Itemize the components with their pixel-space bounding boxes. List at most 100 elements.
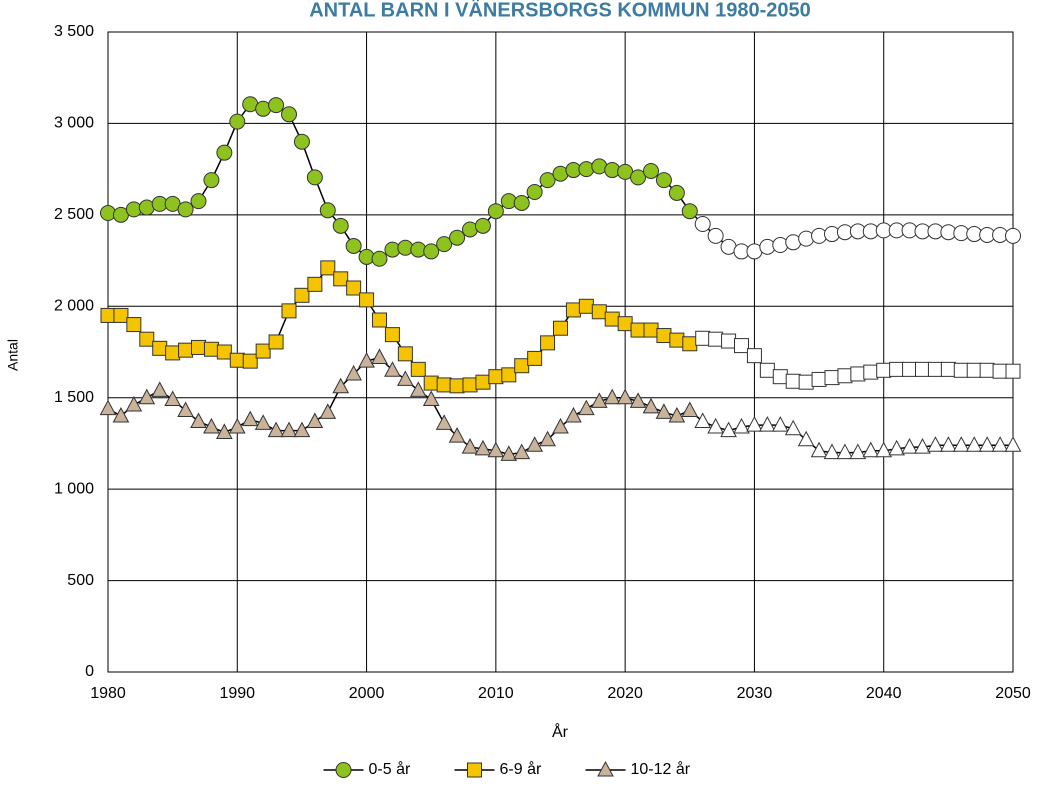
- marker: [319, 202, 336, 219]
- marker: [332, 377, 350, 394]
- x-tick-label: 2040: [866, 685, 902, 702]
- marker: [293, 421, 311, 438]
- marker: [721, 333, 737, 349]
- marker: [798, 374, 814, 390]
- marker: [540, 335, 556, 351]
- marker: [578, 298, 594, 314]
- marker: [656, 328, 672, 344]
- marker: [461, 438, 479, 454]
- marker: [294, 287, 310, 303]
- marker: [435, 414, 453, 430]
- marker: [474, 217, 491, 234]
- x-tick-label: 1990: [219, 685, 255, 702]
- marker: [151, 381, 169, 397]
- marker: [629, 392, 647, 408]
- marker: [927, 361, 943, 377]
- marker: [643, 162, 659, 179]
- marker: [682, 336, 698, 352]
- marker: [345, 237, 362, 254]
- marker: [553, 320, 568, 336]
- marker: [849, 443, 867, 460]
- x-tick-label: 2030: [737, 685, 773, 702]
- marker: [708, 331, 724, 347]
- marker: [190, 193, 207, 210]
- marker: [888, 439, 905, 456]
- y-tick-label: 3 500: [54, 23, 94, 40]
- chart-title: ANTAL BARN I VÄNERSBORGS KOMMUN 1980-205…: [309, 0, 811, 21]
- marker: [824, 370, 840, 386]
- marker: [797, 430, 815, 447]
- marker: [467, 762, 482, 778]
- marker: [113, 307, 129, 323]
- marker: [953, 362, 969, 378]
- marker: [565, 406, 582, 423]
- marker: [798, 230, 815, 247]
- marker: [99, 399, 117, 416]
- marker: [359, 292, 375, 308]
- marker: [889, 361, 905, 377]
- marker: [966, 362, 982, 378]
- marker: [346, 280, 362, 296]
- marker: [578, 161, 595, 178]
- marker: [488, 369, 504, 385]
- y-tick-label: 500: [67, 572, 94, 589]
- marker: [229, 352, 245, 368]
- marker: [268, 97, 285, 114]
- marker: [681, 401, 699, 418]
- marker: [487, 441, 505, 458]
- marker: [448, 427, 466, 443]
- marker: [228, 417, 246, 434]
- marker: [914, 438, 931, 454]
- marker: [630, 322, 646, 338]
- marker: [527, 350, 543, 366]
- marker: [978, 436, 996, 452]
- marker: [177, 201, 194, 218]
- marker: [371, 348, 388, 364]
- x-tick-label: 2000: [349, 685, 385, 702]
- marker: [785, 373, 801, 389]
- marker: [203, 172, 220, 189]
- marker: [462, 377, 478, 393]
- marker: [203, 417, 220, 434]
- marker: [539, 430, 556, 447]
- marker: [979, 362, 995, 378]
- marker: [216, 423, 233, 439]
- marker: [1004, 436, 1022, 452]
- marker: [216, 144, 233, 161]
- y-tick-label: 1 500: [54, 389, 94, 406]
- marker: [293, 133, 310, 150]
- marker: [655, 172, 672, 189]
- marker: [190, 412, 207, 428]
- legend-label: 10-12 år: [631, 760, 691, 778]
- marker: [591, 304, 607, 320]
- x-axis-label: År: [552, 722, 569, 741]
- marker: [603, 388, 621, 405]
- marker: [940, 436, 957, 452]
- marker: [681, 203, 698, 220]
- marker: [784, 419, 802, 436]
- marker: [320, 260, 336, 276]
- marker: [474, 439, 492, 456]
- marker: [513, 194, 530, 211]
- marker: [332, 217, 349, 234]
- marker: [940, 361, 956, 377]
- marker: [384, 361, 401, 377]
- marker: [203, 341, 219, 357]
- marker: [694, 412, 712, 428]
- marker: [746, 416, 763, 432]
- marker: [759, 416, 776, 432]
- marker: [191, 339, 206, 355]
- x-tick-label: 2010: [478, 685, 514, 702]
- marker: [335, 762, 352, 778]
- y-tick-label: 2 000: [54, 298, 94, 315]
- marker: [449, 229, 466, 246]
- marker: [694, 216, 711, 232]
- marker: [475, 374, 491, 390]
- marker: [759, 362, 775, 378]
- marker: [436, 377, 452, 393]
- marker: [991, 436, 1009, 452]
- marker: [707, 227, 724, 244]
- marker: [875, 441, 893, 458]
- marker: [112, 406, 130, 423]
